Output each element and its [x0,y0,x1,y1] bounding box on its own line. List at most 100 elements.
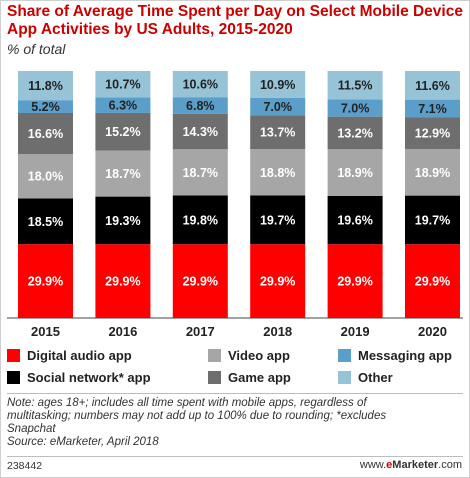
bar-segment-digital-audio-2018 [250,244,306,318]
bars-layer [18,71,460,318]
bar-segment-messaging-2018 [250,97,306,116]
legend-swatch-game [208,371,221,384]
bar-segment-messaging-2015 [18,100,73,113]
bar-segment-digital-audio-2015 [18,244,73,318]
x-tick-labels-layer: 2015 2016 2017 2018 2019 2020 [31,324,447,339]
value-label-other-2020: 11.6% [415,79,450,93]
bar-segment-game-2020 [405,117,460,149]
value-label-game-2020: 12.9% [415,127,450,141]
bar-segment-social-network-2018 [250,195,306,245]
value-label-game-2018: 13.7% [260,126,295,140]
bar-segment-digital-audio-2017 [172,244,228,318]
value-label-messaging-2018: 7.0% [263,100,292,114]
value-label-other-2015: 11.8% [28,79,63,93]
chart-id: 238442 [7,460,43,472]
value-label-other-2019: 11.5% [338,79,373,93]
bar-segment-digital-audio-2016 [95,244,151,318]
value-label-game-2019: 13.2% [337,126,372,140]
legend-item-game: Game app [208,370,291,385]
value-label-video-2015: 18.0% [28,170,63,184]
footer-divider [7,456,463,457]
bar-segment-video-2017 [172,149,228,196]
bar-segment-messaging-2016 [95,97,151,113]
note-line-3: Snapchat [7,423,56,435]
bar-segment-video-2019 [327,149,383,196]
legend-swatch-digital-audio [7,349,20,362]
value-label-video-2018: 18.8% [260,166,295,180]
legend-label-messaging: Messaging app [358,348,452,363]
legend-label-digital-audio: Digital audio app [27,348,132,363]
legend-item-video: Video app [208,348,290,363]
bar-segment-game-2016 [95,112,151,151]
site-brand-e: e [386,459,393,471]
x-tick-label-2017: 2017 [186,324,215,339]
value-label-social-network-2015: 18.5% [28,215,63,229]
value-label-social-network-2017: 19.8% [183,213,218,227]
value-label-video-2019: 18.9% [337,166,372,180]
site-suffix: .com [438,459,462,471]
bar-segment-video-2020 [405,148,460,196]
value-label-messaging-2016: 6.3% [109,99,138,113]
bar-segment-game-2018 [250,115,306,150]
value-label-video-2016: 18.7% [105,167,140,181]
note-line-2: multitasking; numbers may not add up to … [7,410,387,422]
bar-segment-messaging-2017 [172,97,228,114]
value-label-digital-audio-2019: 29.9% [337,275,372,289]
value-label-digital-audio-2015: 29.9% [28,275,63,289]
value-label-social-network-2018: 19.7% [260,213,295,227]
legend-label-game: Game app [228,370,291,385]
value-label-digital-audio-2016: 29.9% [105,275,140,289]
x-tick-label-2016: 2016 [108,324,137,339]
legend-swatch-messaging [338,349,351,362]
legend-label-social-network: Social network* app [27,370,151,385]
value-labels-layer: 29.9% 18.5% 18.0% 16.6% 5.2% 11.8% 29.9% 19.3% 1… [28,78,450,289]
value-label-digital-audio-2017: 29.9% [183,275,218,289]
value-label-game-2016: 15.2% [105,125,140,139]
chart-note: Note: ages 18+; includes all time spent … [7,397,465,449]
bar-segment-video-2015 [18,153,73,199]
bar-segment-video-2016 [95,150,151,197]
value-label-social-network-2020: 19.7% [415,213,450,227]
bar-segment-other-2016 [95,71,151,98]
legend-label-video: Video app [228,348,290,363]
value-label-video-2020: 18.9% [415,166,450,180]
x-tick-label-2015: 2015 [31,324,60,339]
bar-segment-social-network-2017 [172,195,228,245]
legend-item-other: Other [338,370,393,385]
value-label-game-2017: 14.3% [183,125,218,139]
value-label-video-2017: 18.7% [183,166,218,180]
chart-title: Share of Average Time Spent per Day on S… [7,3,463,38]
x-tick-label-2020: 2020 [418,324,447,339]
note-line-1: Note: ages 18+; includes all time spent … [7,397,367,409]
site-url[interactable]: www.eMarketer.com [360,459,462,471]
value-label-game-2015: 16.6% [28,127,63,141]
value-label-social-network-2019: 19.6% [337,214,372,228]
bar-segment-game-2017 [172,113,228,150]
bar-segment-game-2015 [18,112,73,154]
value-label-messaging-2015: 5.2% [31,100,60,114]
bar-segment-game-2019 [327,116,383,150]
site-brand-rest: Marketer [392,459,439,471]
legend-item-messaging: Messaging app [338,348,452,363]
legend-swatch-other [338,371,351,384]
chart-subtitle: % of total [7,41,66,57]
bar-segment-other-2020 [405,71,460,100]
value-label-messaging-2019: 7.0% [341,102,370,116]
x-tick-label-2018: 2018 [263,324,292,339]
source-line: Source: eMarketer, April 2018 [7,436,159,448]
legend-item-digital-audio: Digital audio app [7,348,132,363]
bar-segment-messaging-2019 [327,99,383,117]
bar-segment-other-2015 [18,71,73,101]
x-tick-label-2019: 2019 [341,324,370,339]
bar-segment-social-network-2015 [18,198,73,245]
bar-segment-social-network-2016 [95,196,151,245]
bar-segment-digital-audio-2019 [327,244,383,318]
value-label-other-2017: 10.6% [183,78,218,92]
bar-segment-messaging-2020 [405,99,460,118]
value-label-messaging-2020: 7.1% [418,102,447,116]
note-divider [7,393,463,394]
site-prefix: www. [359,459,387,471]
value-label-messaging-2017: 6.8% [186,99,215,113]
legend-swatch-video [208,349,221,362]
